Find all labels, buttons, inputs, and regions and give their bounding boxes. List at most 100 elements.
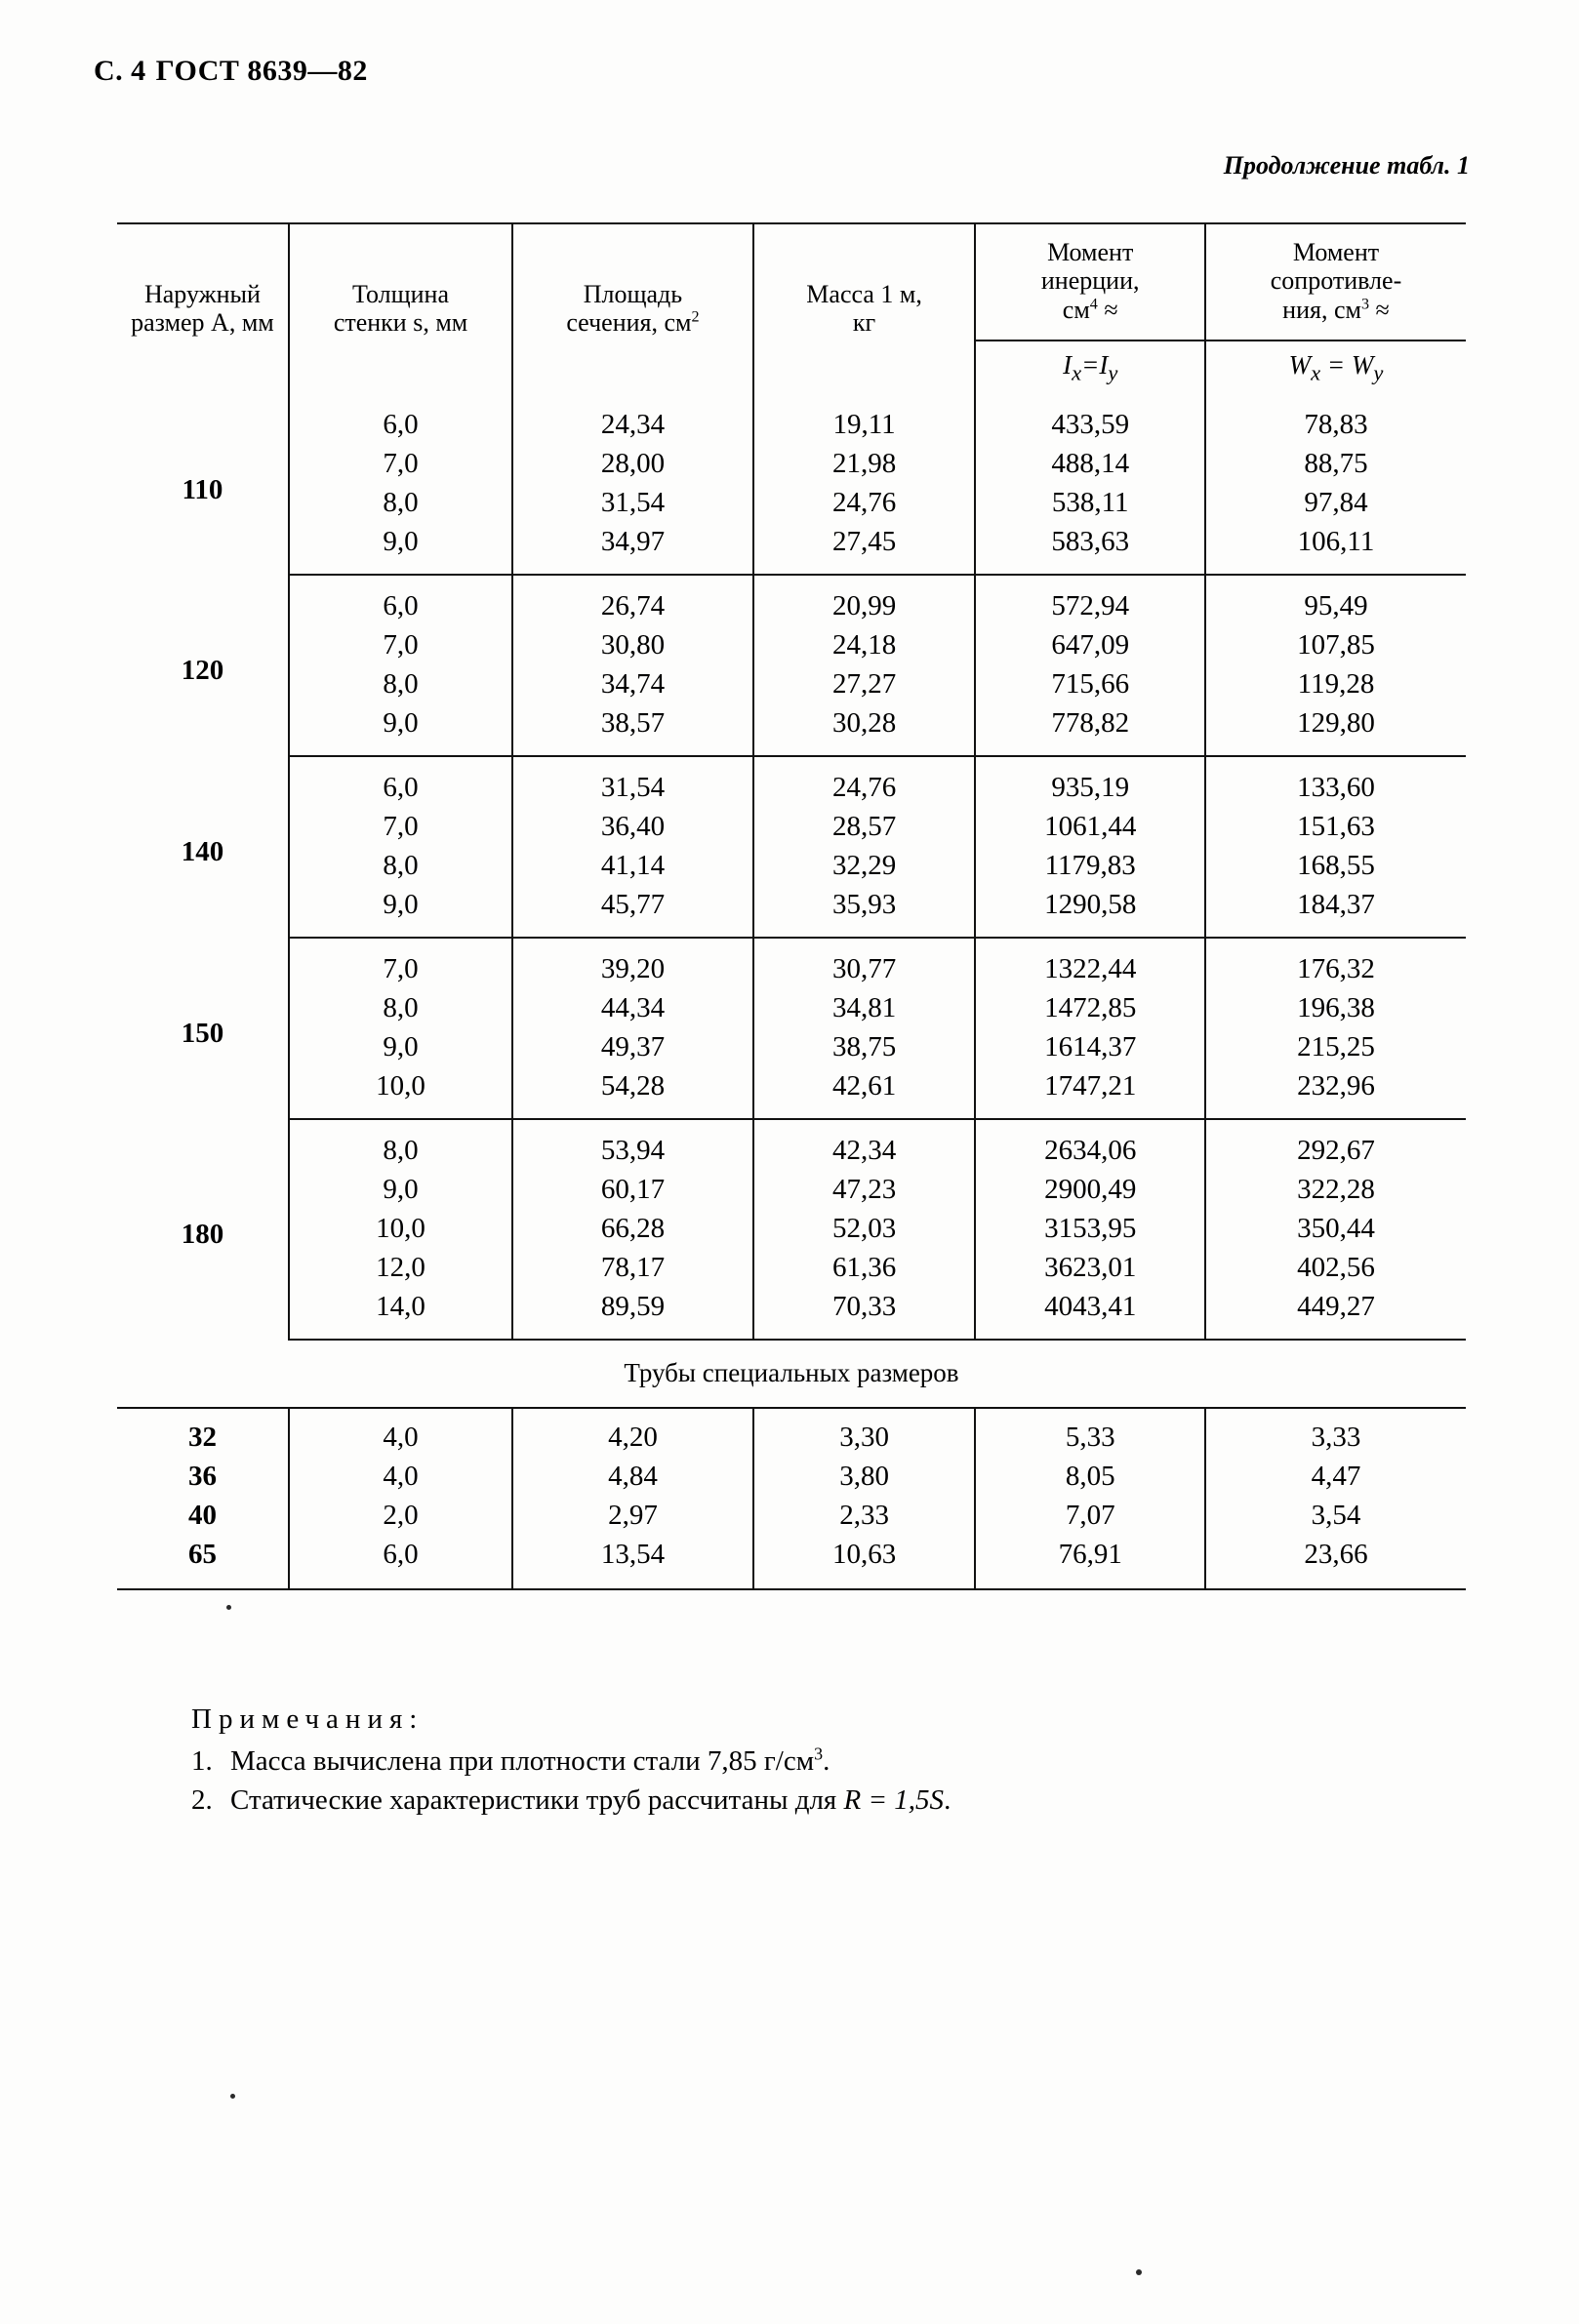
cell-moment-of-inertia: 2634,06 xyxy=(974,1119,1206,1171)
table-row: 150 7,0 39,20 30,77 1322,44 176,32 xyxy=(117,938,1466,1119)
cell-section-area: 41,14 xyxy=(511,847,754,886)
cell-section-area: 45,77 xyxy=(511,886,754,939)
cell-wall-thickness: 7,0 xyxy=(288,626,514,665)
cell-outer-size: 65 xyxy=(117,1536,290,1590)
cell-mass-per-meter: 2,33 xyxy=(751,1497,977,1536)
cell-moment-of-inertia: 5,33 xyxy=(974,1408,1206,1458)
cell-wall-thickness: 8,0 xyxy=(288,665,514,704)
running-head: С. 4 ГОСТ 8639—82 xyxy=(94,55,368,88)
cell-section-modulus: 176,32 xyxy=(1203,938,1466,989)
table-row: 8,0 34,74 27,27 715,66 119,28 xyxy=(117,665,1466,704)
cell-mass-per-meter: 32,29 xyxy=(751,847,977,886)
table-row: 36 4,0 4,84 3,80 8,05 4,47 xyxy=(117,1458,1466,1497)
cell-moment-of-inertia: 1472,85 xyxy=(974,989,1206,1028)
cell-moment-of-inertia: 1179,83 xyxy=(974,847,1206,886)
note-number: 1. xyxy=(191,1745,213,1778)
table-row: 9,0 45,77 35,93 1290,58 184,37 xyxy=(117,886,1466,939)
cell-mass-per-meter: 61,36 xyxy=(751,1249,977,1288)
cell-section-modulus: 107,85 xyxy=(1203,626,1466,665)
note-text-end: . xyxy=(944,1784,951,1817)
cell-moment-of-inertia: 1290,58 xyxy=(974,886,1206,939)
cell-wall-thickness: 2,0 xyxy=(287,1497,514,1536)
cell-outer-size: 180 xyxy=(117,1119,290,1340)
cell-outer-size: 36 xyxy=(117,1458,290,1497)
table-row: 8,0 41,14 32,29 1179,83 168,55 xyxy=(117,847,1466,886)
cell-section-modulus: 133,60 xyxy=(1203,756,1466,808)
cell-section-modulus: 106,11 xyxy=(1203,523,1466,576)
cell-moment-of-inertia: 4043,41 xyxy=(974,1288,1206,1341)
cell-moment-of-inertia: 3623,01 xyxy=(974,1249,1206,1288)
cell-section-modulus: 95,49 xyxy=(1203,575,1466,626)
cell-moment-of-inertia: 935,19 xyxy=(974,756,1206,808)
note-superscript: 3 xyxy=(814,1743,824,1764)
cell-outer-size: 32 xyxy=(117,1408,290,1458)
column-subheader-wx-wy: Wx = Wy xyxy=(1203,341,1466,394)
table-header: Наружный размер A, мм Толщина стенки s, … xyxy=(117,222,1466,394)
table-row: 10,0 54,28 42,61 1747,21 232,96 xyxy=(117,1067,1466,1120)
standard-designation: ГОСТ 8639—82 xyxy=(155,55,368,87)
cell-section-modulus: 97,84 xyxy=(1203,484,1466,523)
cell-mass-per-meter: 3,80 xyxy=(751,1458,977,1497)
cell-moment-of-inertia: 488,14 xyxy=(974,445,1206,484)
cell-mass-per-meter: 27,27 xyxy=(751,665,977,704)
cell-section-area: 24,34 xyxy=(511,394,754,445)
cell-wall-thickness: 6,0 xyxy=(287,1536,514,1590)
column-header-outer-size: Наружный размер A, мм xyxy=(117,222,290,394)
cell-wall-thickness: 4,0 xyxy=(287,1408,514,1458)
table-row: 14,0 89,59 70,33 4043,41 449,27 xyxy=(117,1288,1466,1341)
table-row: 8,0 44,34 34,81 1472,85 196,38 xyxy=(117,989,1466,1028)
cell-wall-thickness: 14,0 xyxy=(288,1288,514,1341)
table-row: 9,0 60,17 47,23 2900,49 322,28 xyxy=(117,1171,1466,1210)
table-row: 32 4,0 4,20 3,30 5,33 3,33 xyxy=(117,1408,1466,1458)
table-row: 9,0 49,37 38,75 1614,37 215,25 xyxy=(117,1028,1466,1067)
cell-moment-of-inertia: 583,63 xyxy=(974,523,1206,576)
cell-mass-per-meter: 24,76 xyxy=(751,484,977,523)
cell-section-area: 60,17 xyxy=(511,1171,754,1210)
note-text-end: . xyxy=(823,1745,830,1778)
cell-section-modulus: 129,80 xyxy=(1203,704,1466,757)
table-continuation-caption: Продолжение табл. 1 xyxy=(1223,151,1470,180)
cell-outer-size: 40 xyxy=(117,1497,290,1536)
cell-wall-thickness: 9,0 xyxy=(288,1028,514,1067)
cell-section-area: 38,57 xyxy=(511,704,754,757)
cell-moment-of-inertia: 647,09 xyxy=(974,626,1206,665)
cell-mass-per-meter: 21,98 xyxy=(751,445,977,484)
table-row: 7,0 36,40 28,57 1061,44 151,63 xyxy=(117,808,1466,847)
column-header-mass-per-meter: Масса 1 м, кг xyxy=(751,222,977,394)
cell-wall-thickness: 6,0 xyxy=(287,756,514,808)
cell-wall-thickness: 8,0 xyxy=(288,847,514,886)
cell-section-area: 78,17 xyxy=(511,1249,754,1288)
table-row: 7,0 30,80 24,18 647,09 107,85 xyxy=(117,626,1466,665)
cell-section-area: 30,80 xyxy=(511,626,754,665)
column-header-moment-of-inertia: Момент инерции, см4 ≈ xyxy=(974,222,1206,341)
column-subheader-ix-iy: Ix=Iy xyxy=(975,341,1206,394)
cell-section-modulus: 88,75 xyxy=(1203,445,1466,484)
table-row: 7,0 28,00 21,98 488,14 88,75 xyxy=(117,445,1466,484)
column-header-section-modulus: Момент сопротивле- ния, см3 ≈ xyxy=(1203,222,1466,341)
notes-block: Примечания: 1. Масса вычислена при плотно… xyxy=(191,1700,951,1820)
cell-wall-thickness: 7,0 xyxy=(288,445,514,484)
cell-section-modulus: 232,96 xyxy=(1203,1067,1466,1120)
cell-wall-thickness: 6,0 xyxy=(287,575,514,626)
table-section-title-row: Трубы специальных размеров xyxy=(117,1340,1466,1409)
cell-moment-of-inertia: 433,59 xyxy=(974,394,1206,445)
cell-section-modulus: 350,44 xyxy=(1203,1210,1466,1249)
scan-speck xyxy=(1136,2269,1142,2275)
cell-mass-per-meter: 10,63 xyxy=(751,1536,977,1590)
scan-speck xyxy=(230,2094,235,2099)
cell-section-modulus: 3,54 xyxy=(1203,1497,1466,1536)
table-row: 40 2,0 2,97 2,33 7,07 3,54 xyxy=(117,1497,1466,1536)
note-text: Масса вычислена при плотности стали 7,85… xyxy=(230,1745,815,1778)
cell-section-modulus: 151,63 xyxy=(1203,808,1466,847)
cell-wall-thickness: 10,0 xyxy=(288,1067,514,1120)
cell-moment-of-inertia: 778,82 xyxy=(974,704,1206,757)
cell-mass-per-meter: 30,28 xyxy=(751,704,977,757)
cell-mass-per-meter: 3,30 xyxy=(751,1408,977,1458)
cell-wall-thickness: 7,0 xyxy=(288,808,514,847)
cell-section-area: 49,37 xyxy=(511,1028,754,1067)
cell-section-modulus: 119,28 xyxy=(1203,665,1466,704)
cell-section-area: 39,20 xyxy=(511,938,754,989)
cell-wall-thickness: 9,0 xyxy=(288,886,514,939)
cell-wall-thickness: 8,0 xyxy=(288,484,514,523)
